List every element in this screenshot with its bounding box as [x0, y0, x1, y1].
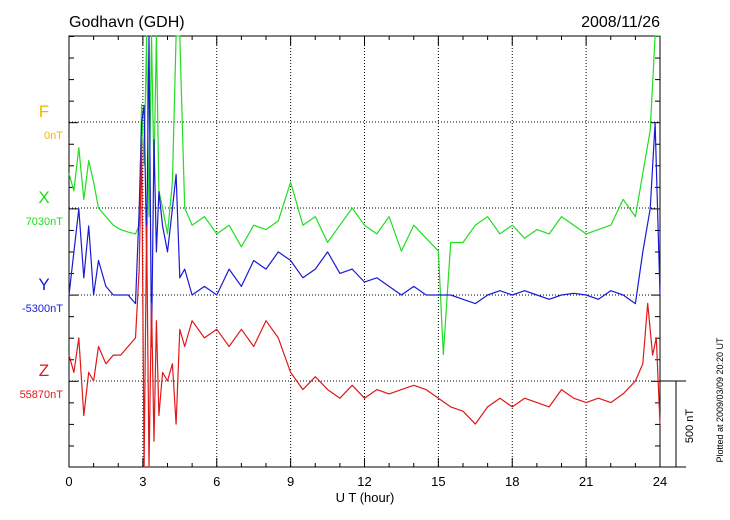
series-name-y: Y — [38, 275, 49, 294]
x-tick-label: 9 — [287, 474, 294, 489]
series-layer — [68, 35, 661, 468]
series-line-x — [68, 35, 660, 356]
station-title: Godhavn (GDH) — [69, 14, 185, 31]
x-axis-label: U T (hour) — [336, 490, 395, 505]
x-tick-label: 18 — [505, 474, 519, 489]
x-tick-label: 12 — [357, 474, 371, 489]
series-name-f: F — [39, 102, 49, 121]
x-tick-label: 3 — [139, 474, 146, 489]
baseline-label-z: 55870nT — [20, 389, 64, 401]
x-tick-labels: 0 3 6 9 12 15 18 21 24 — [65, 474, 667, 489]
series-line-y — [68, 35, 661, 348]
x-tick-label: 24 — [653, 474, 667, 489]
chart-date: 2008/11/26 — [581, 14, 660, 31]
scale-bar-label: 500 nT — [684, 409, 696, 444]
scale-bar: 500 nT — [660, 380, 696, 468]
baseline-label-x: 7030nT — [26, 216, 64, 228]
x-tick-label: 0 — [65, 474, 72, 489]
component-labels: F 0nT X 7030nT Y -5300nT Z 55870nT — [20, 102, 64, 401]
x-tick-label: 21 — [579, 474, 593, 489]
x-tick-label: 15 — [431, 474, 445, 489]
baseline-label-f: 0nT — [44, 130, 63, 142]
axis-ticks — [68, 36, 661, 467]
plotted-at-note: Plotted at 2009/03/09 20:20 UT — [715, 337, 725, 463]
baseline-label-y: -5300nT — [22, 303, 63, 315]
series-name-x: X — [38, 188, 49, 207]
x-tick-label: 6 — [213, 474, 220, 489]
series-line-z — [68, 139, 661, 468]
series-name-z: Z — [39, 361, 49, 380]
